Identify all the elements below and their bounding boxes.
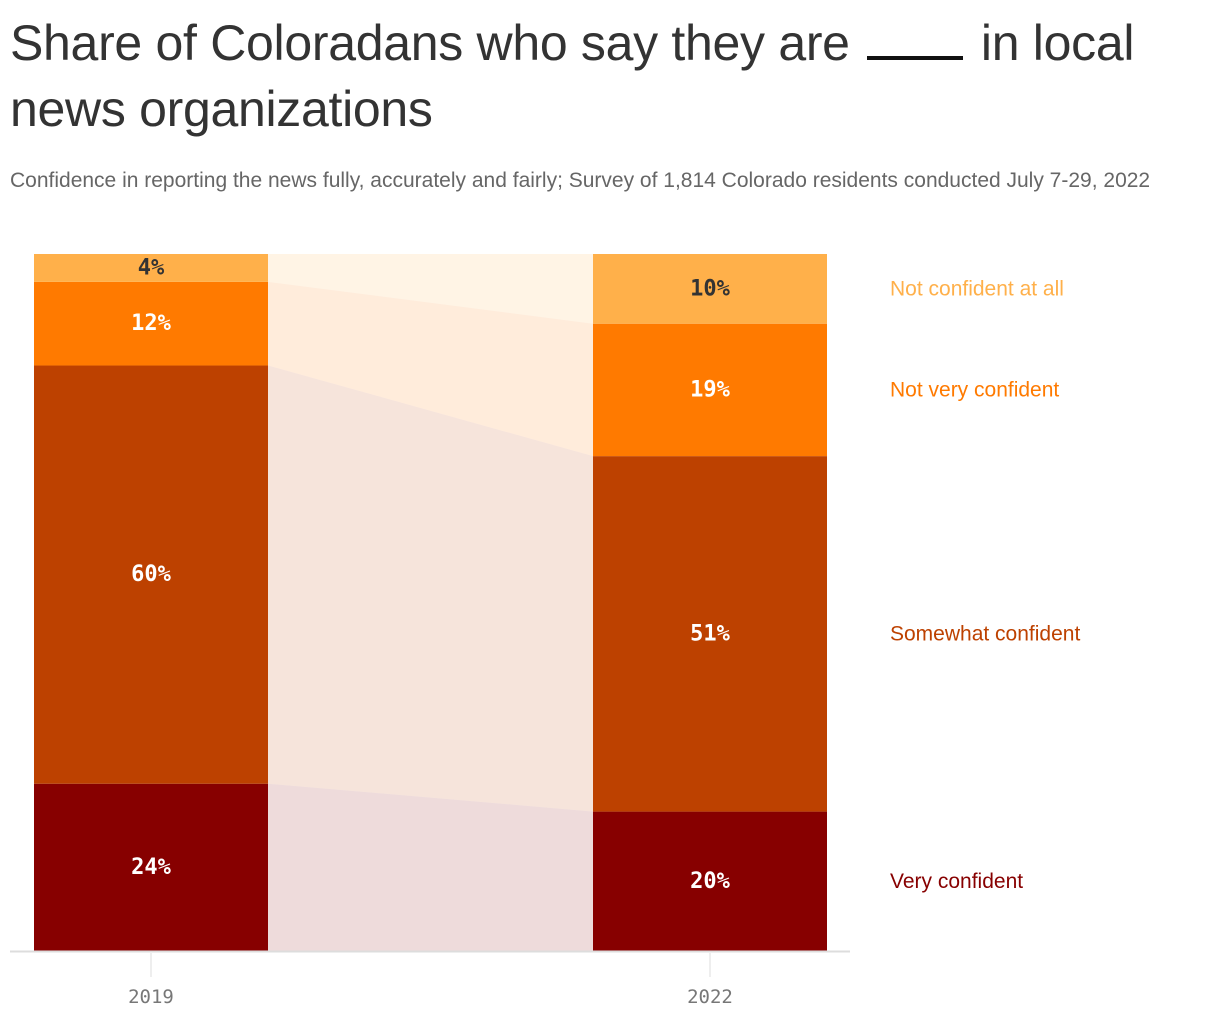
connector-band-somewhat-confident xyxy=(268,365,593,812)
legend-label-somewhat-confident: Somewhat confident xyxy=(890,622,1080,645)
bar-segment-somewhat-confident-2019 xyxy=(34,365,268,784)
title-blank xyxy=(867,12,964,60)
bar-segment-very-confident-2022 xyxy=(593,811,827,951)
data-label-very-confident-2019: 24% xyxy=(131,855,171,880)
data-label-not-confident-at-all-2019: 4% xyxy=(138,255,165,280)
bar-segment-very-confident-2019 xyxy=(34,783,268,951)
connector-band-not-very-confident xyxy=(268,281,593,457)
bar-segment-somewhat-confident-2022 xyxy=(593,456,827,812)
legend-label-very-confident: Very confident xyxy=(890,870,1023,893)
data-label-not-confident-at-all-2022: 10% xyxy=(690,276,730,301)
legend-label-not-confident-at-all: Not confident at all xyxy=(890,277,1064,300)
x-tick-label-2019: 2019 xyxy=(128,986,174,1008)
bar-segment-not-very-confident-2019 xyxy=(34,281,268,366)
data-label-somewhat-confident-2019: 60% xyxy=(131,562,171,587)
bar-segment-not-very-confident-2022 xyxy=(593,323,827,457)
data-label-not-very-confident-2022: 19% xyxy=(690,377,730,402)
chart-subtitle: Confidence in reporting the news fully, … xyxy=(10,169,1151,192)
chart-title: Share of Coloradans who say they are in … xyxy=(10,10,1210,142)
data-label-not-very-confident-2019: 12% xyxy=(131,311,171,336)
data-label-somewhat-confident-2022: 51% xyxy=(690,621,730,646)
bar-segment-not-confident-at-all-2022 xyxy=(593,254,827,324)
connector-band-very-confident xyxy=(268,783,593,951)
title-text-before: Share of Coloradans who say they are xyxy=(10,15,850,71)
title-text-after: in local news organizations xyxy=(10,15,1135,137)
data-label-very-confident-2022: 20% xyxy=(690,869,730,894)
legend-label-not-very-confident: Not very confident xyxy=(890,378,1059,401)
x-tick-label-2022: 2022 xyxy=(687,986,733,1008)
connector-band-not-confident-at-all xyxy=(268,254,593,324)
bar-segment-not-confident-at-all-2019 xyxy=(34,254,268,282)
